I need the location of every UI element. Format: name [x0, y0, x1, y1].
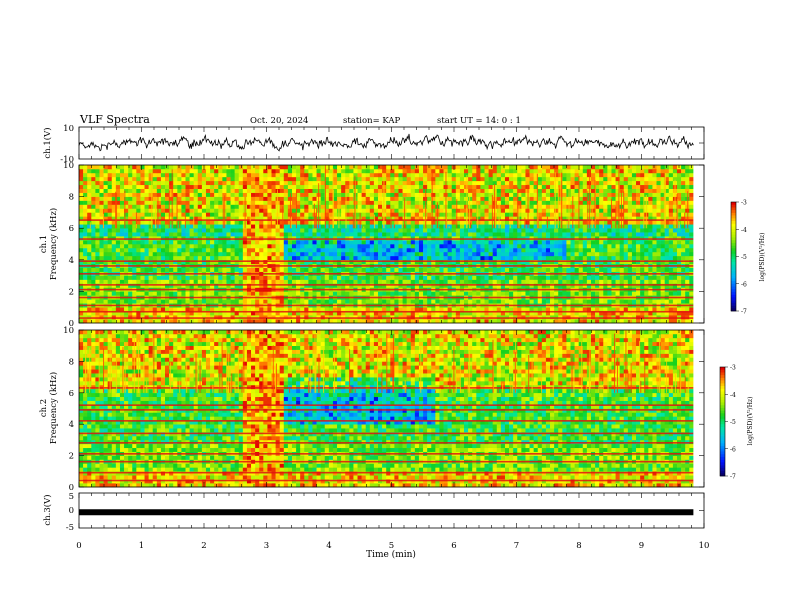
x-tick-label: 4	[326, 541, 331, 551]
ch1-ytick-top: 10	[63, 124, 74, 134]
ch2-colorbar-gradient	[720, 367, 725, 477]
figure-title: VLF Spectra	[79, 113, 150, 126]
x-tick-label: 0	[76, 541, 81, 551]
colorbar-tick-label: -6	[730, 446, 736, 453]
ch1-spectrogram-ylabel: Frequency (kHz)	[48, 208, 59, 280]
x-tick-label: 6	[451, 541, 456, 551]
y-tick-label: 2	[69, 452, 74, 462]
ch3-trace-ylabel: ch.3(V)	[42, 494, 53, 525]
ch2-spectrogram-channel-label: ch.2	[39, 399, 49, 417]
y-tick-label: 0	[69, 319, 74, 329]
x-tick-label: 1	[139, 541, 144, 551]
x-tick-label: 2	[201, 541, 206, 551]
ch1-colorbar-label: log(PSD)(V²/Hz)	[759, 233, 766, 282]
x-tick-label: 9	[639, 541, 644, 551]
x-tick-label: 10	[699, 541, 710, 551]
ch2-spectrogram-yticklabels: 0 2 4 6 8 10	[63, 326, 74, 493]
colorbar-tick-label: -7	[730, 474, 736, 481]
colorbar-tick-label: -5	[730, 419, 736, 426]
y-tick-label: 4	[69, 420, 74, 430]
ch3-trace-ticks	[78, 493, 705, 528]
ch1-spectrogram-panel: 0 2 4 6 8 10 ch.1 Frequency (kHz)	[39, 161, 705, 329]
ch1-spectrogram-channel-label: ch.1	[39, 235, 49, 253]
ch1-spectrogram-yticklabels: 0 2 4 6 8 10	[63, 161, 74, 329]
ch1-waveform-ylabel: ch.1(V)	[42, 127, 53, 158]
ch3-trace-line	[79, 509, 694, 516]
colorbar-tick-label: -5	[741, 254, 747, 261]
ch1-waveform-ticks	[78, 127, 705, 159]
y-tick-label: 2	[69, 287, 74, 297]
ch2-colorbar-ticklabels: -3 -4 -5 -6 -7	[725, 365, 736, 481]
ch2-colorbar: -3 -4 -5 -6 -7 log(PSD)(V²/Hz)	[719, 365, 754, 481]
ch2-spectrogram-ylabel: Frequency (kHz)	[48, 372, 59, 444]
ch2-spectrogram-image	[79, 330, 705, 488]
ch1-spectrogram-image	[79, 165, 705, 324]
y-tick-label: 8	[69, 193, 74, 203]
ch2-spectrogram-panel: 0 2 4 6 8 10 ch.2 Frequency (kHz)	[39, 326, 705, 493]
x-axis-label: Time (min)	[366, 549, 416, 560]
ch1-waveform-panel: 10 -10 ch.1(V)	[42, 124, 705, 165]
ch1-ytick-bottom: -10	[60, 155, 74, 165]
x-tick-label: 8	[576, 541, 581, 551]
ch1-colorbar-ticklabels: -3 -4 -5 -6 -7	[736, 200, 747, 316]
y-tick-label: 6	[69, 224, 74, 234]
start-time-label: start UT = 14: 0 : 1	[437, 116, 521, 126]
x-tick-label: 3	[264, 541, 269, 551]
y-tick-label: 10	[63, 161, 74, 171]
ch1-colorbar-gradient	[731, 202, 736, 312]
ch2-spectrogram-ticks	[78, 329, 705, 488]
y-tick-label: 6	[69, 389, 74, 399]
ch1-waveform-line	[78, 133, 694, 152]
ch3-ytick-bottom: -5	[66, 523, 74, 533]
ch3-trace-panel: 5 0 -5 ch.3(V)	[42, 492, 705, 533]
x-tick-label: 7	[514, 541, 519, 551]
x-tick-label: 5	[389, 541, 394, 551]
ch1-spectrogram-ticks	[78, 164, 705, 324]
colorbar-tick-label: -4	[741, 227, 747, 234]
ch3-ytick-top: 5	[69, 492, 74, 502]
y-tick-label: 0	[69, 483, 74, 493]
x-axis-ticklabels: 0 1 2 3 4 5 6 7 8 9 10	[76, 541, 709, 551]
y-tick-label: 8	[69, 357, 74, 367]
y-tick-label: 4	[69, 256, 74, 266]
colorbar-tick-label: -4	[730, 392, 736, 399]
date-label: Oct. 20, 2024	[250, 116, 308, 126]
colorbar-tick-label: -7	[741, 309, 747, 316]
y-tick-label: 10	[63, 326, 74, 336]
ch1-colorbar: -3 -4 -5 -6 -7 log(PSD)(V²/Hz)	[730, 200, 766, 316]
colorbar-tick-label: -3	[730, 365, 736, 372]
station-label: station= KAP	[343, 116, 401, 126]
ch2-colorbar-label: log(PSD)(V²/Hz)	[747, 397, 754, 446]
colorbar-tick-label: -6	[741, 281, 747, 288]
ch3-ytick-middle: 0	[69, 506, 74, 516]
colorbar-tick-label: -3	[741, 200, 747, 207]
